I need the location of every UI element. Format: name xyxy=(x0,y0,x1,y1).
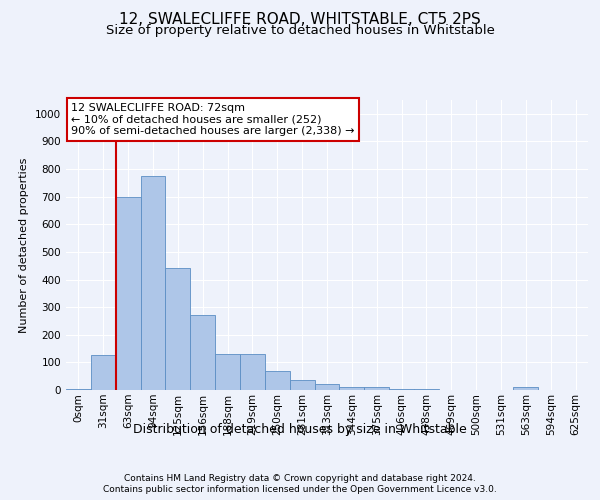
Bar xyxy=(190,316,215,390)
Text: Contains public sector information licensed under the Open Government Licence v3: Contains public sector information licen… xyxy=(103,485,497,494)
Text: Distribution of detached houses by size in Whitstable: Distribution of detached houses by size … xyxy=(133,422,467,436)
Bar xyxy=(340,387,364,390)
Text: 12 SWALECLIFFE ROAD: 72sqm
← 10% of detached houses are smaller (252)
90% of sem: 12 SWALECLIFFE ROAD: 72sqm ← 10% of deta… xyxy=(71,103,355,136)
Bar xyxy=(265,370,290,390)
Bar xyxy=(240,354,265,390)
Bar xyxy=(389,388,414,390)
Bar xyxy=(66,388,91,390)
Bar xyxy=(364,387,389,390)
Bar xyxy=(91,356,116,390)
Bar xyxy=(514,387,538,390)
Bar xyxy=(414,388,439,390)
Bar xyxy=(166,268,190,390)
Y-axis label: Number of detached properties: Number of detached properties xyxy=(19,158,29,332)
Text: Size of property relative to detached houses in Whitstable: Size of property relative to detached ho… xyxy=(106,24,494,37)
Bar xyxy=(215,354,240,390)
Bar xyxy=(314,384,340,390)
Bar xyxy=(116,196,140,390)
Text: 12, SWALECLIFFE ROAD, WHITSTABLE, CT5 2PS: 12, SWALECLIFFE ROAD, WHITSTABLE, CT5 2P… xyxy=(119,12,481,28)
Bar xyxy=(290,380,314,390)
Bar xyxy=(140,176,166,390)
Text: Contains HM Land Registry data © Crown copyright and database right 2024.: Contains HM Land Registry data © Crown c… xyxy=(124,474,476,483)
